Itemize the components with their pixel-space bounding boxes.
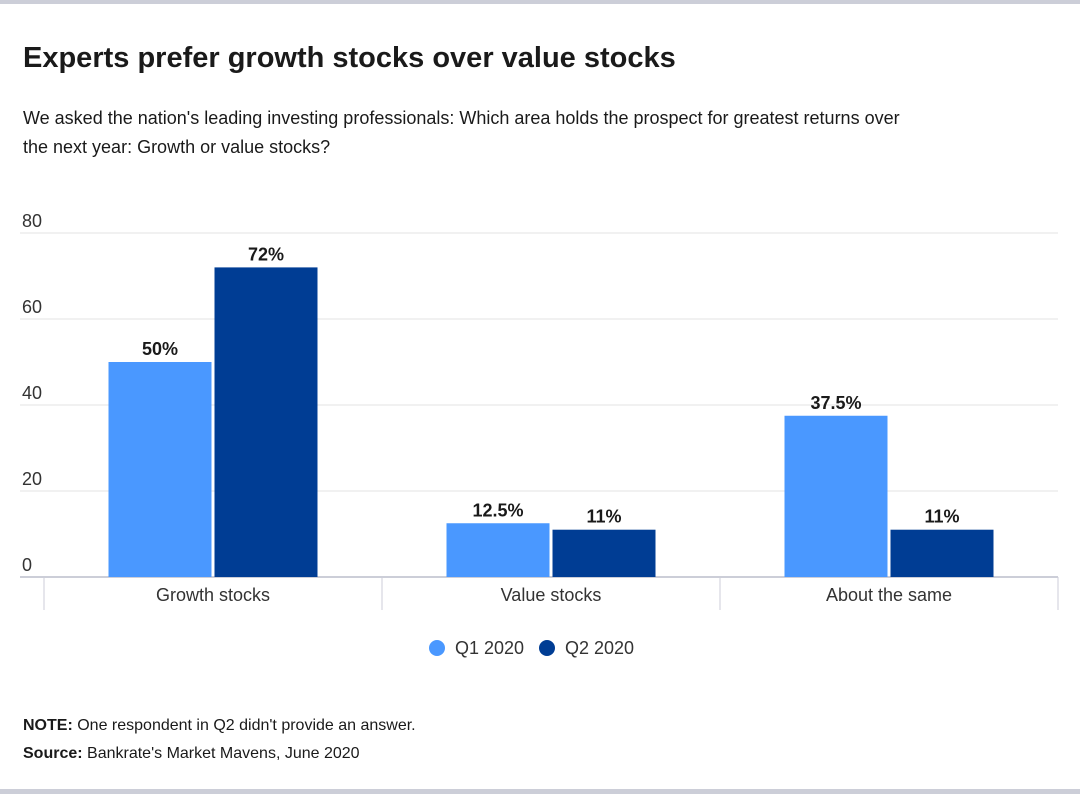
bar xyxy=(784,415,888,577)
bar xyxy=(552,529,656,577)
chart-subtitle: We asked the nation's leading investing … xyxy=(23,108,900,157)
note-label: NOTE: xyxy=(23,717,73,734)
bar xyxy=(446,523,550,577)
bottom-border xyxy=(0,789,1080,794)
legend-label: Q1 2020 xyxy=(455,638,524,658)
x-tick-label: Growth stocks xyxy=(156,585,270,605)
chart-title: Experts prefer growth stocks over value … xyxy=(23,42,676,74)
x-tick-label: Value stocks xyxy=(501,585,602,605)
bar xyxy=(890,529,994,577)
y-tick-label: 0 xyxy=(22,555,32,575)
source-text: Bankrate's Market Mavens, June 2020 xyxy=(87,745,360,762)
bar xyxy=(214,267,318,577)
y-tick-label: 60 xyxy=(22,297,42,317)
y-tick-label: 20 xyxy=(22,469,42,489)
data-label: 72% xyxy=(248,244,284,264)
legend-label: Q2 2020 xyxy=(565,638,634,658)
y-tick-label: 80 xyxy=(22,211,42,231)
y-tick-label: 40 xyxy=(22,383,42,403)
data-label: 11% xyxy=(586,507,621,527)
source: Source: Bankrate's Market Mavens, June 2… xyxy=(23,745,360,763)
note: NOTE: One respondent in Q2 didn't provid… xyxy=(23,717,416,735)
data-label: 50% xyxy=(142,339,178,359)
top-border xyxy=(0,0,1080,4)
bar-chart: 0 20 40 60 80 Growth stocks 50% 72% Value stocks… xyxy=(20,211,1059,658)
note-text: One respondent in Q2 didn't provide an a… xyxy=(77,717,416,734)
legend-marker xyxy=(539,640,555,656)
bar xyxy=(108,362,212,577)
data-label: 12.5% xyxy=(472,500,523,520)
data-label: 11% xyxy=(924,507,959,527)
source-label: Source: xyxy=(23,745,83,762)
data-label: 37.5% xyxy=(810,393,861,413)
x-tick-label: About the same xyxy=(826,585,952,605)
legend-marker xyxy=(429,640,445,656)
